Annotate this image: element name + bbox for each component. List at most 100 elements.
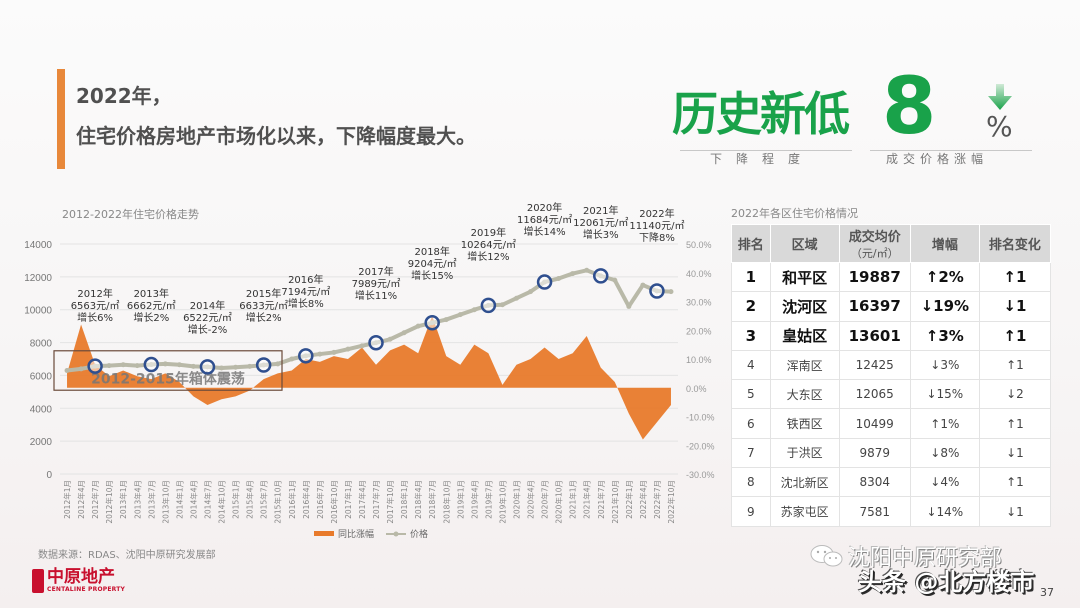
rank-cell: 1 [731,261,771,293]
annotation-label: 增长2% [246,311,282,324]
change-cell: ↓15% [909,379,980,410]
hero-stat: 历史新低 8 % 下降程度 成交价格涨幅 [672,62,1032,170]
x-axis-tick: 2021年4月 [582,480,592,519]
rank-cell: 2 [731,291,771,322]
down-arrow-icon [988,84,1012,110]
watermark-account: 沈阳中原研究部 [848,546,1003,571]
x-axis-tick: 2012年1月 [62,480,72,519]
price-cell: 19887 [838,261,911,293]
x-axis-tick: 2020年7月 [540,480,550,519]
district-cell: 于洪区 [769,437,840,469]
annotation-label: 2019年 [471,226,506,239]
change-cell: ↓4% [909,467,980,498]
annotation-label: 11684元/㎡ [517,214,572,226]
logo-mark-icon [32,568,44,593]
price-marker [233,364,239,370]
data-source: 数据来源：RDAS、沈阳中原研究发展部 [38,550,216,561]
change-cell: ↑3% [909,320,980,351]
price-marker [289,356,295,362]
district-cell: 苏家屯区 [769,496,840,527]
price-marker [78,366,84,372]
hero-caption-right: 成交价格涨幅 [886,152,989,166]
rank-change-cell: ↑1 [978,320,1052,351]
district-cell: 铁西区 [769,408,840,439]
change-cell: ↑1% [909,408,980,439]
headline: 2022年， 住宅价格房地产市场化以来，下降幅度最大。 [76,76,476,156]
rank-cell: 6 [731,408,771,439]
chart-title: 2012-2022年住宅价格走势 [62,208,199,221]
price-marker [668,289,674,295]
annotation-label: 2015年 [246,287,281,300]
annotation-label: 增长8% [288,297,324,310]
annotation-label: 9204元/㎡ [408,258,457,270]
highlight-marker-icon [649,283,665,299]
rank-change-cell: ↓1 [978,496,1052,527]
rank-change-cell: ↓2 [978,379,1052,410]
legend-marker-icon [393,531,399,537]
annotation-label: 增长2% [133,311,169,324]
right-axis-tick: -20.0% [686,441,715,451]
rank-change-cell: ↑1 [978,467,1052,498]
x-axis-tick: 2019年4月 [469,480,479,519]
rank-cell: 5 [731,379,771,410]
price-marker [162,361,168,367]
x-axis-tick: 2012年10月 [104,480,114,524]
district-price-table: 排名 区域 成交均价 （元/㎡） 增幅 排名变化 1 和平区 19887 ↑2% ↑1 2 沈… [731,224,1052,527]
watermark-site: 头条 @北方楼市 [858,568,1035,596]
highlight-marker-icon [87,358,103,374]
district-cell: 浑南区 [769,349,840,381]
annotation-label: 6522元/㎡ [183,312,232,324]
highlight-marker-icon [143,356,160,373]
highlight-marker-icon [298,348,314,364]
rank-cell: 7 [731,437,771,469]
header-rank-change: 排名变化 [978,224,1052,263]
annotation-label: 2021年 [583,204,618,217]
x-axis-tick: 2014年1月 [174,480,184,519]
annotation-label: 11140元/㎡ [629,220,684,232]
price-marker [331,349,337,355]
x-axis-tick: 2015年4月 [245,480,255,519]
price-marker [556,276,562,281]
table-row: 8 沈北新区 8304 ↓4% ↑1 [731,467,1052,498]
annotation-label: 7989元/㎡ [352,278,401,290]
highlight-marker-icon [536,274,553,290]
rank-cell: 8 [731,467,771,498]
header-price: 成交均价 （元/㎡） [838,224,911,263]
annotation-label: 2012年 [77,287,112,300]
annotation-label: 6662元/㎡ [127,300,176,312]
annotation-label: 增长15% [411,269,453,282]
annotation-label: 10264元/㎡ [461,239,516,251]
rank-change-cell: ↓1 [978,291,1052,322]
x-axis-tick: 2015年1月 [231,480,241,519]
x-axis-tick: 2014年10月 [217,480,227,524]
price-marker [219,365,225,371]
x-axis-tick: 2020年4月 [526,480,536,519]
x-axis-tick: 2014年4月 [188,480,198,519]
price-marker [275,361,281,367]
rank-cell: 3 [731,320,771,351]
x-axis-tick: 2014年7月 [202,480,212,519]
annotation-label: 2017年 [358,265,393,278]
annotation-label: 2014年 [190,299,225,312]
annotation-label: 6633元/㎡ [239,300,288,312]
annotation-label: 增长6% [77,311,113,324]
legend-swatch-area [314,531,334,536]
district-cell: 皇姑区 [769,320,840,351]
rank-cell: 9 [731,496,771,527]
accent-bar [57,69,65,169]
header-price-label: 成交均价 [848,230,901,245]
x-axis-tick: 2016年4月 [301,480,311,519]
hero-title: 历史新低 [672,87,850,141]
left-axis-tick: 10000 [24,306,52,317]
price-marker [247,363,253,369]
yoy-change-area [67,315,671,440]
box-range-rect [53,350,283,391]
highlight-marker-icon [480,297,497,314]
price-marker [134,363,140,369]
right-axis-tick: 30.0% [686,298,712,308]
price-marker [570,271,576,277]
price-marker [513,295,519,301]
price-marker [106,363,112,369]
logo-cn: 中原地产 [47,567,115,587]
x-axis-tick: 2013年1月 [118,480,128,519]
